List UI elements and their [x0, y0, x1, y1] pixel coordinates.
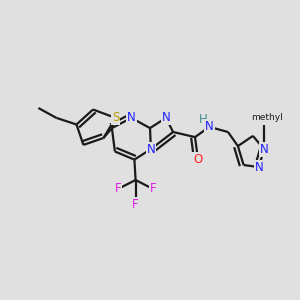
Text: F: F: [150, 182, 156, 196]
Text: O: O: [194, 153, 202, 166]
Text: F: F: [115, 182, 121, 196]
Text: H: H: [199, 113, 208, 126]
Text: N: N: [260, 142, 268, 156]
Text: N: N: [254, 160, 263, 174]
Text: F: F: [132, 198, 139, 211]
Text: N: N: [127, 111, 136, 124]
Text: N: N: [146, 142, 155, 156]
Text: N: N: [205, 120, 214, 134]
Text: S: S: [112, 111, 119, 124]
Text: methyl: methyl: [251, 113, 283, 122]
Text: N: N: [161, 111, 170, 124]
